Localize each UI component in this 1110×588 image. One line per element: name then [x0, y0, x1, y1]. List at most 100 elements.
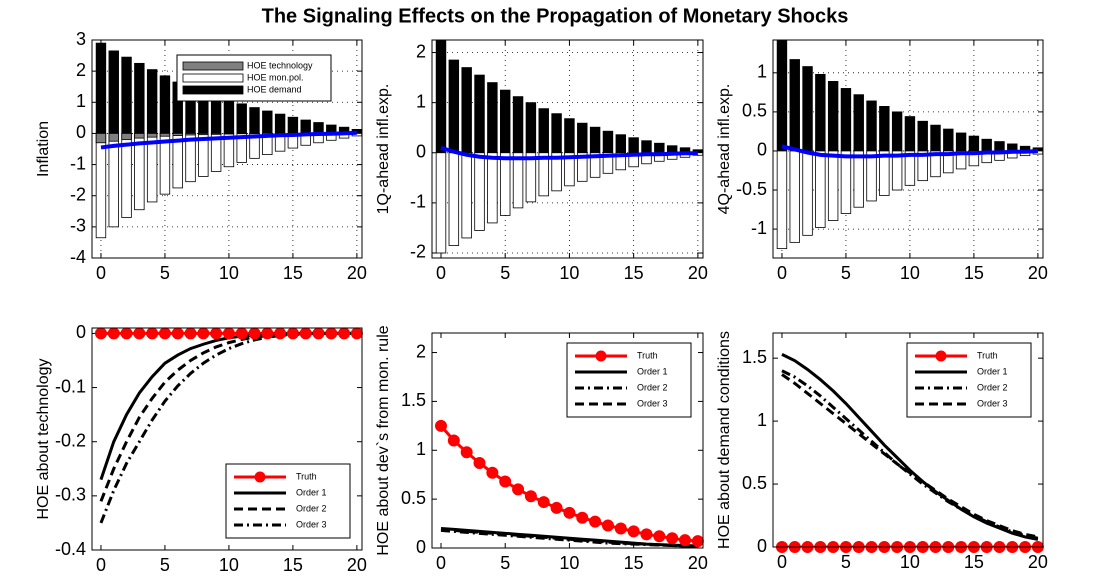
bar: [121, 56, 132, 134]
bar: [121, 133, 132, 141]
bar: [435, 40, 447, 154]
legend-label: Order 2: [637, 382, 668, 392]
line: [440, 145, 698, 161]
bar: [300, 119, 311, 134]
axes-frame: [772, 39, 1044, 259]
legend: HOE technology HOE mon.pol. HOE demand: [176, 54, 332, 102]
marker: [473, 456, 486, 469]
bar: [108, 133, 119, 142]
x-tick-label: 20: [347, 555, 367, 575]
bar: [917, 120, 928, 152]
y-tick-label: 1.5: [401, 390, 426, 410]
legend-marker: [595, 350, 607, 362]
y-tick-label: -1: [751, 218, 767, 238]
line: [440, 527, 698, 548]
marker: [486, 466, 499, 479]
bar: [577, 122, 588, 154]
axes-frame: [431, 332, 704, 549]
bar: [654, 142, 665, 154]
bar: [487, 152, 498, 224]
bar: [589, 152, 601, 178]
y-axis-label: 1Q-ahead infl.exp.: [375, 84, 392, 215]
line: [781, 353, 1039, 541]
y-tick-label: -3: [70, 216, 86, 236]
x-tick-label: 15: [624, 263, 644, 283]
marker: [286, 327, 299, 340]
bar: [134, 62, 145, 134]
bar: [866, 100, 877, 152]
bar: [474, 74, 485, 154]
y-tick-label: 0.5: [742, 101, 767, 121]
legend-label: Order 1: [296, 487, 327, 497]
legend-label: HOE technology: [247, 60, 313, 70]
line: [781, 369, 1039, 540]
bar: [512, 96, 524, 154]
y-axis-label: HOE about dev`s from mon. rule: [375, 325, 392, 555]
x-tick-label: 20: [688, 553, 708, 573]
marker: [248, 327, 261, 340]
axes-frame: [91, 39, 363, 259]
bar: [564, 152, 575, 187]
x-tick-label: 15: [624, 553, 644, 573]
bar: [146, 133, 158, 138]
bar: [853, 94, 864, 152]
x-tick-label: 5: [500, 553, 510, 573]
marker: [563, 506, 576, 519]
bar: [461, 152, 472, 239]
x-tick-label: 10: [219, 555, 239, 575]
bar: [981, 138, 992, 152]
marker: [94, 327, 107, 340]
bar: [499, 89, 511, 154]
y-tick-label: 2: [416, 41, 426, 61]
marker: [158, 327, 171, 340]
x-tick-label: 0: [777, 552, 787, 572]
panel: -4 -3 -2 -1 0 1 2 3 0 5 10 15 20 Inflation HOE technol…: [35, 29, 367, 283]
legend-swatch: [182, 73, 244, 83]
x-tick-label: 10: [900, 263, 920, 283]
marker: [350, 327, 363, 340]
y-tick-label: -0.5: [736, 179, 767, 199]
x-tick-label: 15: [964, 263, 984, 283]
marker: [666, 532, 679, 545]
bar: [210, 133, 222, 135]
bar: [551, 152, 562, 192]
x-tick-label: 0: [96, 263, 106, 283]
y-axis-label: HOE about technology: [35, 359, 52, 520]
bar: [461, 67, 472, 154]
legend-label: Order 2: [296, 503, 327, 513]
y-tick-label: 1: [757, 410, 767, 430]
y-axis-label: Inflation: [35, 121, 52, 177]
bar: [615, 152, 627, 171]
y-tick-label: -2: [410, 242, 426, 262]
x-tick-label: 15: [283, 263, 303, 283]
legend-label: Order 3: [977, 398, 1008, 408]
bar: [448, 59, 460, 154]
legend-swatch: [182, 85, 244, 95]
bar: [95, 133, 107, 144]
axes-frame: [772, 332, 1044, 548]
marker: [576, 511, 589, 524]
bar: [904, 116, 916, 152]
y-tick-label: -0.2: [55, 430, 86, 450]
bar: [827, 150, 839, 221]
bar: [955, 132, 967, 152]
marker: [524, 490, 537, 503]
y-tick-label: 1: [757, 62, 767, 82]
y-tick-label: 0: [76, 322, 86, 342]
x-tick-label: 15: [283, 555, 303, 575]
bar: [95, 42, 107, 134]
bar: [866, 150, 877, 202]
y-tick-label: 2: [416, 341, 426, 361]
bar: [134, 133, 145, 139]
x-tick-label: 0: [777, 263, 787, 283]
x-tick-label: 20: [1028, 552, 1048, 572]
bar: [474, 152, 485, 231]
bar: [802, 66, 813, 152]
x-tick-label: 0: [96, 555, 106, 575]
y-axis-label: 4Q-ahead infl.exp.: [716, 84, 733, 215]
y-tick-label: -1: [70, 153, 86, 173]
